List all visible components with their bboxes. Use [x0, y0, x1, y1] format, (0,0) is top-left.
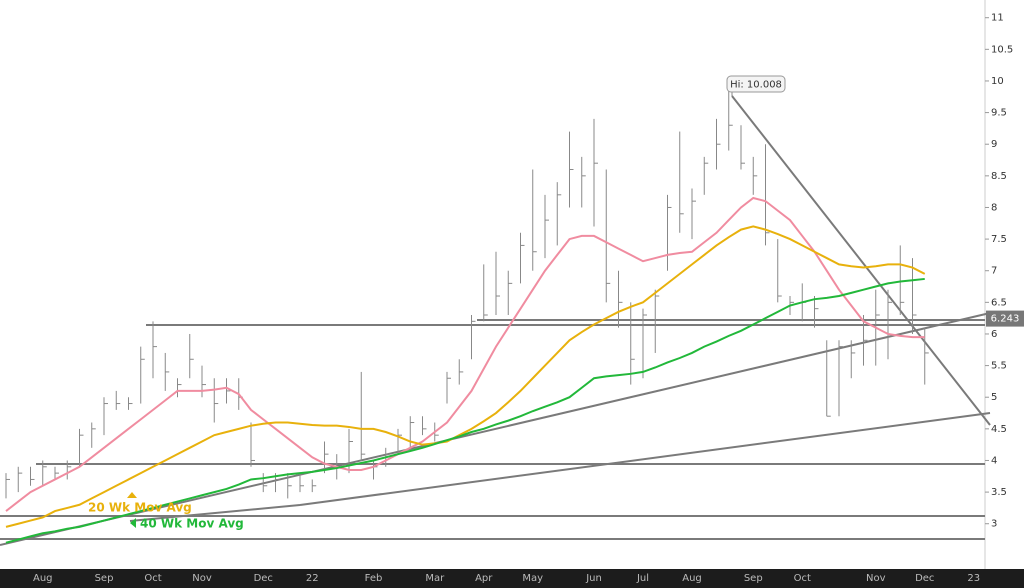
plot-area	[5, 80, 929, 544]
x-tick-label: Feb	[365, 573, 383, 584]
x-tick-label: Aug	[682, 573, 702, 584]
y-tick-label: 9.5	[991, 108, 1007, 119]
x-tick-label: Nov	[192, 573, 212, 584]
x-tick-label: Sep	[744, 573, 763, 584]
y-tick-label: 7.5	[991, 234, 1007, 245]
y-tick-label: 8.5	[991, 171, 1007, 182]
x-tick-label: 22	[306, 573, 319, 584]
x-tick-label: Nov	[866, 573, 886, 584]
legend-marker	[127, 492, 137, 498]
y-tick-label: 8	[991, 202, 997, 213]
uptrend-line	[0, 312, 991, 546]
y-tick-label: 6.5	[991, 297, 1007, 308]
last-price-box	[986, 310, 1024, 327]
x-tick-label: Dec	[915, 573, 934, 584]
x-tick-label: May	[522, 573, 543, 584]
y-tick-label: 11	[991, 13, 1004, 24]
x-tick-label: Oct	[144, 573, 161, 584]
x-tick-label: 23	[967, 573, 980, 584]
x-tick-label: Dec	[254, 573, 273, 584]
x-tick-label: Oct	[794, 573, 811, 584]
moving-average-line	[5, 196, 925, 512]
x-tick-label: Aug	[33, 573, 53, 584]
x-tick-label: Apr	[475, 573, 493, 584]
y-tick-label: 5.5	[991, 361, 1007, 372]
y-tick-label: 3	[991, 519, 997, 530]
uptrend-line	[129, 504, 301, 522]
trend-lines	[0, 95, 991, 546]
x-tick-label: Jul	[636, 573, 649, 584]
moving-average-line	[5, 277, 925, 544]
x-tick-label: Jun	[585, 573, 602, 584]
moving-average-line	[5, 225, 926, 528]
y-tick-label: 4	[991, 455, 997, 466]
hi-label: Hi: 10.008	[730, 80, 782, 91]
legend-label: 40 Wk Mov Avg	[140, 517, 244, 531]
x-tick-label: Mar	[425, 573, 445, 584]
uptrend-line	[299, 412, 991, 506]
last-price-label: 6.243	[991, 314, 1020, 325]
y-tick-label: 4.5	[991, 424, 1007, 435]
legend-marker	[130, 518, 136, 528]
x-axis-band	[0, 569, 1024, 588]
y-tick-label: 3.5	[991, 487, 1007, 498]
y-tick-label: 10	[991, 76, 1004, 87]
hi-label-box	[726, 75, 786, 93]
y-tick-label: 6	[991, 329, 997, 340]
downtrend-line	[731, 95, 991, 426]
y-tick-label: 7	[991, 266, 997, 277]
y-tick-label: 5	[991, 392, 997, 403]
x-tick-label: Sep	[95, 573, 114, 584]
y-tick-label: 9	[991, 139, 997, 150]
y-tick-label: 10.5	[991, 44, 1013, 55]
legend-label: 20 Wk Mov Avg	[88, 501, 192, 515]
